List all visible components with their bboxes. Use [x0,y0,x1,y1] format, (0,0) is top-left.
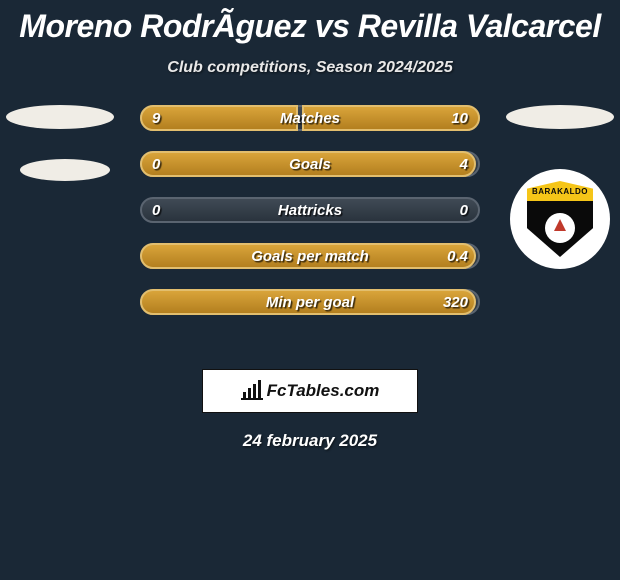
stat-value-right: 10 [451,110,468,127]
stat-label: Hattricks [142,202,478,219]
stat-bar: Min per goal320 [140,289,480,315]
stat-bar: Goals per match0.4 [140,243,480,269]
club-name: BARAKALDO [527,187,593,196]
stat-value-right: 320 [443,294,468,311]
player-right-avatar: BARAKALDO [506,105,614,269]
stat-value-right: 0 [460,202,468,219]
brand-badge: FcTables.com [202,369,418,413]
stat-label: Matches [142,110,478,127]
stat-label: Goals [142,156,478,173]
player-left-avatar [6,105,114,181]
comparison-panel: BARAKALDO 9Matches100Goals40Hattricks0Go… [0,105,620,345]
club-badge-right: BARAKALDO [510,169,610,269]
stat-bar: 0Hattricks0 [140,197,480,223]
stat-bar: 0Goals4 [140,151,480,177]
stat-bar: 9Matches10 [140,105,480,131]
brand-chart-icon [241,382,263,400]
stat-label: Goals per match [142,248,478,265]
page-title: Moreno RodrÃ­guez vs Revilla Valcarcel [0,0,620,45]
stat-value-right: 0.4 [447,248,468,265]
date-label: 24 february 2025 [0,431,620,451]
stat-label: Min per goal [142,294,478,311]
stat-bars: 9Matches100Goals40Hattricks0Goals per ma… [140,105,480,315]
brand-text: FcTables.com [267,381,380,401]
subtitle: Club competitions, Season 2024/2025 [0,59,620,77]
stat-value-right: 4 [460,156,468,173]
